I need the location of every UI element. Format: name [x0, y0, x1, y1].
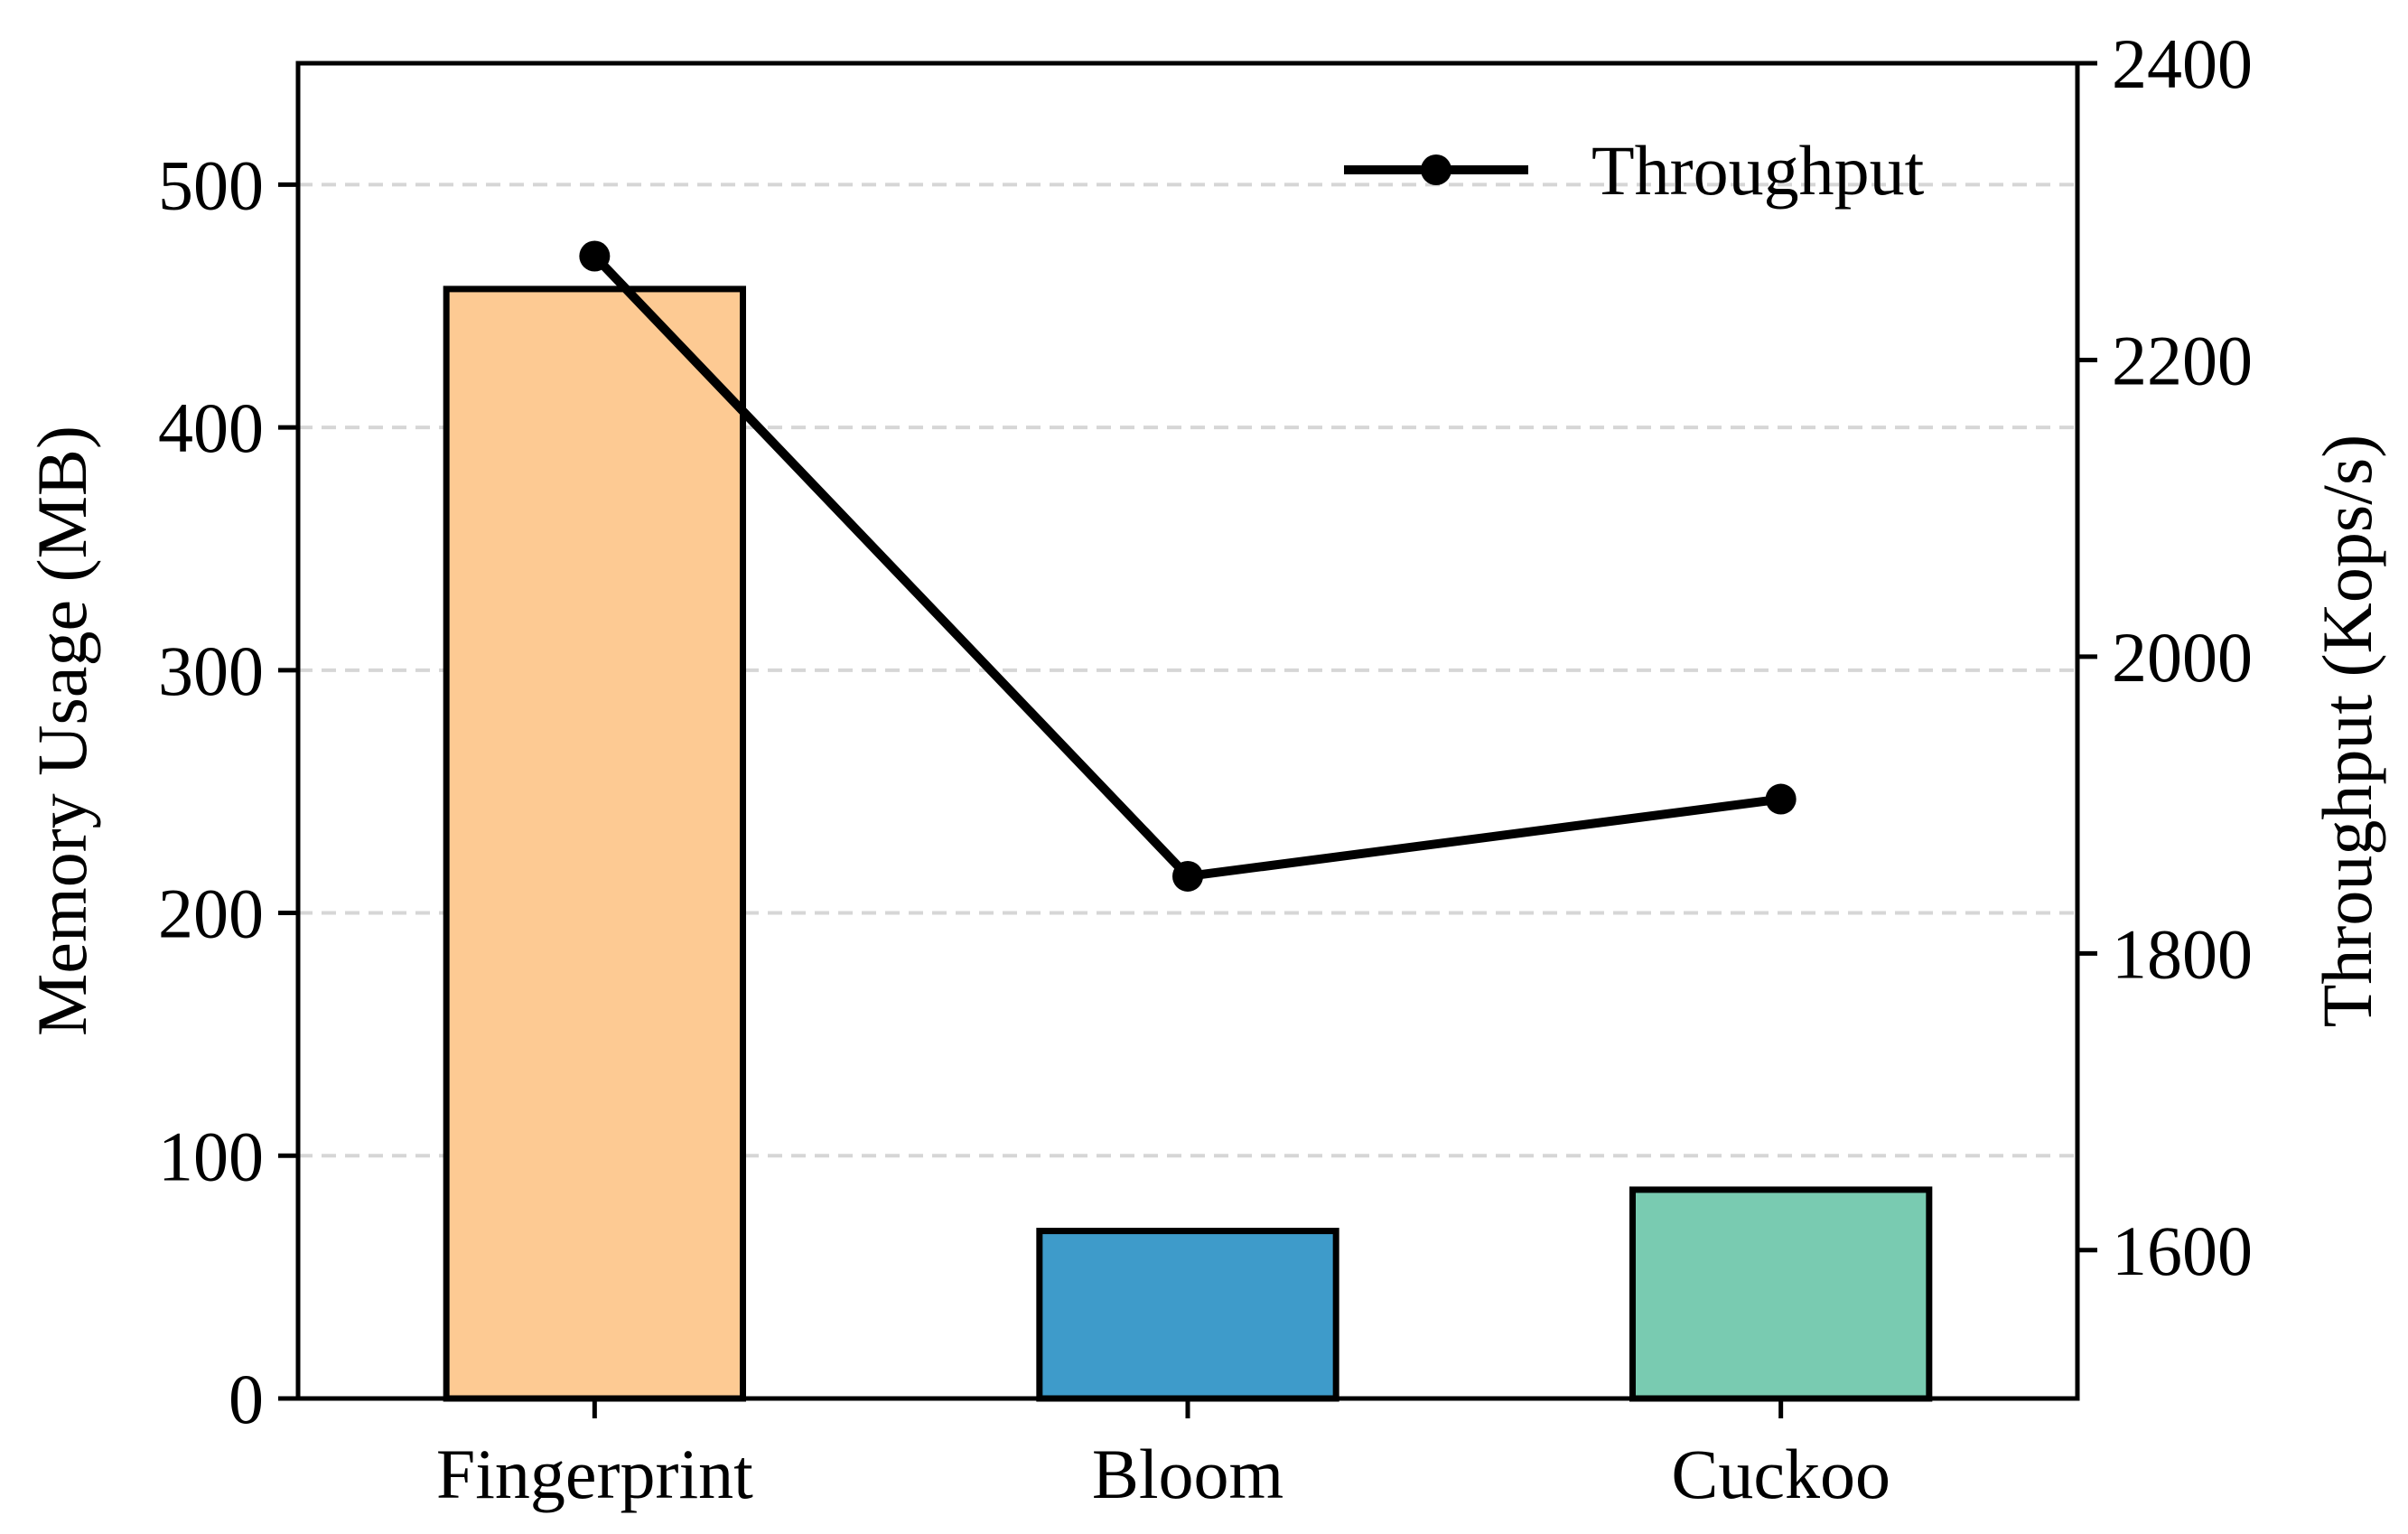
right-y-axis: 1600 1800 2000 2200 2400 — [2077, 24, 2253, 1290]
left-tick-label-0: 0 — [229, 1360, 264, 1438]
x-tick-label-cuckoo: Cuckoo — [1671, 1435, 1890, 1513]
right-tick-label-1800: 1800 — [2112, 914, 2253, 993]
throughput-point-fingerprint — [579, 240, 611, 272]
bar-fingerprint — [443, 285, 746, 1402]
x-tick-label-fingerprint: Fingerprint — [436, 1435, 753, 1513]
left-y-axis: 0 100 200 300 400 500 — [158, 145, 298, 1438]
legend: Throughput — [1344, 131, 1925, 210]
left-tick-label-200: 200 — [158, 875, 264, 953]
y-axis-title-right: Throughput (Kops/s) — [2308, 435, 2386, 1027]
right-tick-label-1600: 1600 — [2112, 1211, 2253, 1290]
left-tick-label-500: 500 — [158, 145, 264, 224]
left-tick-label-400: 400 — [158, 388, 264, 467]
right-tick-label-2400: 2400 — [2112, 24, 2253, 103]
x-tick-label-bloom: Bloom — [1092, 1435, 1283, 1513]
throughput-line — [591, 253, 1782, 881]
bars — [443, 285, 1933, 1402]
left-tick-label-300: 300 — [158, 631, 264, 710]
x-axis: Fingerprint Bloom Cuckoo — [436, 1398, 1890, 1513]
throughput-point-bloom — [1172, 860, 1203, 892]
y-axis-title-left: Memory Usage (MB) — [23, 426, 101, 1036]
legend-label-throughput: Throughput — [1591, 131, 1925, 210]
bar-bloom — [1036, 1228, 1339, 1402]
legend-marker — [1421, 154, 1451, 185]
bar-cuckoo — [1629, 1186, 1933, 1402]
left-tick-label-100: 100 — [158, 1117, 264, 1195]
gridlines — [298, 182, 2077, 1158]
throughput-point-cuckoo — [1765, 783, 1797, 815]
right-tick-label-2000: 2000 — [2112, 618, 2253, 697]
throughput-line-group — [579, 240, 1797, 892]
right-tick-label-2200: 2200 — [2112, 321, 2253, 399]
